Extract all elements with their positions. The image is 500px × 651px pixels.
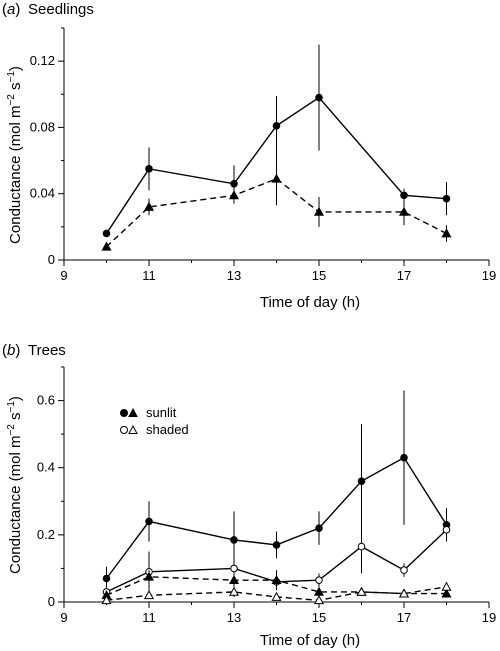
panel-b-data-point <box>357 542 366 551</box>
panel-a-data-point <box>101 241 112 251</box>
panel-a-series-1 <box>101 152 452 251</box>
panel-b-x-tick-label: 15 <box>312 610 326 625</box>
panel-a-data-point <box>230 179 238 188</box>
panel-b-axes: 9 11 13 15 17 19 0 0.2 0.4 0.6 <box>37 366 496 625</box>
panel-b-data-point <box>313 595 325 605</box>
panel-a-data-point <box>442 194 451 203</box>
panel-a-letter: (a) <box>2 1 20 18</box>
panel-a-y-tick-label: 0 <box>48 252 55 267</box>
panel-b-title: Trees <box>28 342 66 359</box>
legend-label-shaded: shaded <box>146 422 189 437</box>
panel-b-data-point <box>145 517 153 526</box>
legend-sunlit-circle-marker <box>120 409 128 417</box>
panel-b-data-point <box>230 564 238 573</box>
panel-b-x-axis-label: Time of day (h) <box>260 632 360 649</box>
panel-b-series <box>101 390 452 605</box>
panel-b-x-tick-label: 11 <box>142 610 156 625</box>
panel-a-data-point <box>398 206 410 216</box>
panel-b-y-tick-label: 0.6 <box>37 393 55 408</box>
panel-b-data-point <box>441 581 452 591</box>
legend-item-sunlit: sunlit <box>120 405 177 420</box>
panel-b-y-tick-label: 0.4 <box>37 460 55 475</box>
panel-b-data-point <box>315 576 323 584</box>
panel-a-y-axis-label: Conductance (mol m−2 s−1) <box>6 66 24 244</box>
panel-b-data-point <box>315 524 323 532</box>
panel-b-data-point <box>441 588 452 598</box>
panel-a-series-0 <box>102 44 451 238</box>
panel-b-data-point <box>102 574 111 583</box>
panel-b-trees: (b) Trees Conductance (mol m−2 s−1) Time… <box>2 342 496 649</box>
panel-b-data-point <box>228 574 240 585</box>
panel-b-series-3 <box>101 581 452 605</box>
panel-a-data-point <box>313 206 325 216</box>
panel-a-data-point <box>145 165 153 173</box>
panel-a-data-point <box>143 201 155 211</box>
panel-b-data-point <box>230 536 238 544</box>
legend-shaded-triangle-marker <box>128 424 138 434</box>
panel-a-data-point <box>315 93 323 102</box>
panel-b-series-1-line <box>106 529 447 593</box>
panel-a-x-tick-label: 15 <box>312 268 326 283</box>
panel-a-x-tick-label: 9 <box>60 268 67 283</box>
panel-a-y-tick-label: 0.08 <box>30 119 55 134</box>
panel-a-seedlings: (a) Seedlings Conductance (mol m−2 s−1) … <box>2 1 496 311</box>
panel-b-x-tick-label: 9 <box>60 610 67 625</box>
panel-a-x-tick-label: 11 <box>142 268 156 283</box>
panel-b-data-point <box>400 566 408 574</box>
panel-b-data-point <box>398 588 410 598</box>
panel-a-x-tick-label: 19 <box>482 268 496 283</box>
panel-a-data-point <box>228 190 240 200</box>
panel-b-data-point <box>143 590 155 600</box>
panel-b-data-point <box>228 586 240 596</box>
panel-b-data-point <box>271 591 282 601</box>
panel-b-legend: sunlit shaded <box>120 405 189 437</box>
panel-a-y-tick-label: 0.12 <box>30 53 55 68</box>
panel-b-series-1 <box>102 519 451 599</box>
panel-a-data-point <box>102 229 111 238</box>
legend-sunlit-triangle-marker <box>128 407 138 417</box>
panel-b-data-point <box>442 526 451 534</box>
panel-a-x-tick-label: 13 <box>227 268 241 283</box>
panel-b-data-point <box>400 453 408 462</box>
panel-a-data-point <box>272 121 281 130</box>
panel-a-data-point <box>441 228 452 238</box>
panel-a-x-tick-label: 17 <box>397 268 411 283</box>
panel-a-data-point <box>400 191 408 200</box>
legend-item-shaded: shaded <box>120 422 189 437</box>
panel-b-series-0 <box>102 390 451 591</box>
panel-a-series <box>101 44 452 251</box>
panel-b-data-point <box>101 595 112 605</box>
legend-shaded-circle-marker <box>120 426 128 434</box>
panel-b-y-tick-label: 0 <box>48 594 55 609</box>
panel-a-data-point <box>271 173 282 183</box>
panel-b-series-3-line <box>106 586 447 602</box>
panel-b-series-0-line <box>105 456 448 579</box>
panel-b-data-point <box>356 586 367 596</box>
panel-b-x-tick-label: 17 <box>397 610 411 625</box>
panel-b-data-point <box>143 571 155 581</box>
panel-a-axes: 9 11 13 15 17 19 0 0.04 0.08 0.12 <box>30 27 496 283</box>
panel-a-y-tick-label: 0.04 <box>30 186 55 201</box>
panel-b-data-point <box>271 574 282 585</box>
panel-b-data-point <box>272 541 281 549</box>
panel-b-x-tick-label: 13 <box>227 610 241 625</box>
panel-b-letter: (b) <box>2 342 20 359</box>
panel-b-y-tick-label: 0.2 <box>37 527 55 542</box>
panel-b-y-axis-label: Conductance (mol m−2 s−1) <box>6 396 24 574</box>
panel-b-data-point <box>357 477 366 485</box>
legend-label-sunlit: sunlit <box>146 405 177 420</box>
panel-a-x-axis-label: Time of day (h) <box>260 294 360 311</box>
panel-b-x-tick-label: 19 <box>482 610 496 625</box>
panel-a-title: Seedlings <box>28 1 94 18</box>
